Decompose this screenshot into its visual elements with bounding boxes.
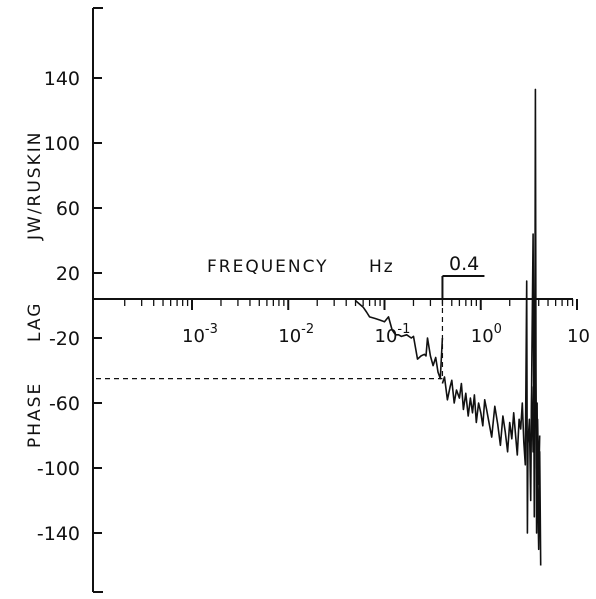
y-tick-label-4: -20 xyxy=(49,328,80,350)
y-tick-label-0: 140 xyxy=(44,68,80,90)
y-axis-title-jw-ruskin: JW/RUSKIN xyxy=(25,131,45,241)
x-axis-title: FREQUENCY xyxy=(207,257,329,277)
series-line-0 xyxy=(354,299,444,380)
y-tick-label-7: -140 xyxy=(37,523,80,545)
x-tick-label-4: 10 xyxy=(567,326,590,347)
y-tick-label-3: 20 xyxy=(56,263,80,285)
series-group xyxy=(354,88,542,566)
x-tick-label-3: 100 xyxy=(471,322,502,347)
series-line-1 xyxy=(441,88,542,566)
y-tick-label-5: -60 xyxy=(49,393,80,415)
x-ticks xyxy=(191,299,578,310)
x-tick-label-0: 10-3 xyxy=(182,322,218,347)
series-line-2 xyxy=(530,353,541,486)
y-axis-title-phase: PHASE xyxy=(25,382,45,448)
x-axis-unit: Hz xyxy=(369,257,395,277)
annotation-label: 0.4 xyxy=(449,253,479,275)
y-ticks: 140 100 60 20 -20 -60 -100 -140 xyxy=(37,68,102,545)
y-tick-label-2: 60 xyxy=(56,198,80,220)
x-tick-labels: 10-3 10-2 10-1 100 10 xyxy=(182,322,590,347)
annotation-0-4: 0.4 xyxy=(441,253,485,299)
y-tick-label-1: 100 xyxy=(44,133,80,155)
y-tick-label-6: -100 xyxy=(37,458,80,480)
x-minor-ticks xyxy=(124,299,574,306)
x-tick-label-2: 10-1 xyxy=(375,322,411,347)
x-tick-label-1: 10-2 xyxy=(278,322,314,347)
y-axis-title-lag: LAG xyxy=(25,302,45,342)
